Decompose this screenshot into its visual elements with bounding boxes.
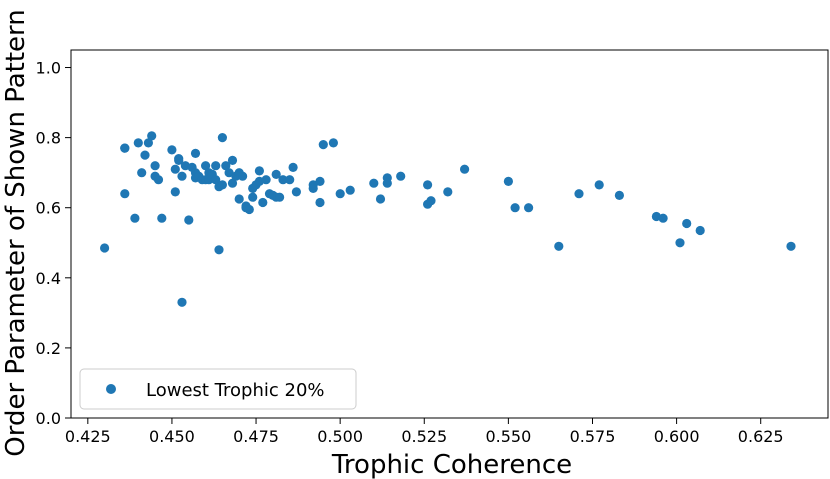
y-tick-label: 0.8 — [36, 129, 61, 148]
data-point — [460, 164, 470, 174]
data-point — [682, 218, 692, 229]
data-point — [315, 176, 325, 186]
data-point — [157, 213, 167, 223]
data-point — [375, 194, 386, 204]
data-point — [167, 145, 177, 155]
data-point — [174, 155, 184, 165]
data-point — [140, 150, 150, 160]
y-tick-label: 1.0 — [36, 59, 61, 78]
data-point — [574, 189, 584, 199]
data-point — [396, 171, 406, 181]
x-tick-label: 0.425 — [65, 427, 111, 446]
x-tick-label: 0.600 — [654, 427, 700, 446]
data-point — [147, 131, 157, 141]
data-point — [328, 138, 338, 148]
data-point — [150, 161, 160, 171]
data-point — [288, 162, 298, 172]
legend: Lowest Trophic 20% — [79, 368, 357, 410]
x-tick-label: 0.450 — [149, 427, 195, 446]
data-point — [137, 168, 147, 178]
data-point — [271, 169, 281, 179]
legend-box — [79, 368, 357, 410]
data-point — [234, 194, 244, 204]
data-point — [510, 203, 520, 213]
y-tick-label: 0.0 — [36, 409, 61, 428]
data-point — [382, 178, 392, 188]
data-point — [261, 175, 271, 185]
chart-marks — [100, 131, 796, 307]
data-point — [170, 164, 180, 174]
x-axis-title: Trophic Coherence — [331, 450, 572, 479]
data-point — [291, 187, 301, 197]
data-point — [335, 189, 345, 199]
y-axis-ticks: 0.0 0.2 0.4 0.6 0.8 1.0 — [36, 59, 71, 428]
data-point — [238, 171, 248, 181]
data-point — [423, 180, 433, 190]
data-point — [201, 161, 211, 171]
data-point — [275, 192, 285, 202]
x-axis-ticks: 0.425 0.450 0.475 0.500 0.525 0.550 0.575 0.600… — [65, 418, 784, 446]
data-point — [227, 178, 238, 188]
data-point — [503, 176, 513, 186]
data-point — [285, 175, 295, 185]
data-point — [177, 171, 187, 181]
x-tick-label: 0.475 — [233, 427, 279, 446]
data-point — [184, 215, 194, 225]
data-point — [217, 180, 227, 190]
data-point — [318, 140, 328, 150]
data-point — [426, 196, 436, 206]
y-axis-title: Order Parameter of Shown Pattern — [1, 9, 31, 456]
data-point — [120, 189, 130, 199]
data-point — [100, 243, 110, 253]
data-point — [614, 190, 625, 200]
data-point — [248, 192, 258, 202]
legend-marker — [106, 384, 116, 394]
data-point — [369, 178, 379, 188]
data-point — [133, 138, 143, 148]
data-point — [695, 225, 705, 236]
y-tick-label: 0.2 — [36, 339, 61, 358]
data-point — [308, 183, 318, 193]
data-point — [170, 187, 180, 197]
data-point — [211, 161, 221, 171]
x-tick-label: 0.550 — [485, 427, 531, 446]
data-point — [675, 238, 685, 248]
data-point — [278, 175, 288, 185]
data-point — [443, 187, 453, 197]
data-point — [190, 148, 201, 158]
data-point — [258, 197, 268, 208]
x-tick-label: 0.525 — [401, 427, 447, 446]
data-point — [594, 180, 604, 190]
data-point — [786, 241, 796, 251]
data-point — [217, 133, 227, 143]
data-point — [524, 203, 534, 213]
data-point — [143, 138, 153, 148]
x-tick-label: 0.625 — [738, 427, 784, 446]
x-tick-label: 0.500 — [317, 427, 363, 446]
data-point — [254, 166, 264, 176]
data-point — [130, 213, 140, 223]
data-point — [214, 245, 224, 255]
data-point — [211, 175, 221, 185]
plot-frame — [70, 49, 829, 419]
y-tick-label: 0.4 — [36, 269, 61, 288]
data-point — [177, 297, 187, 307]
data-point — [221, 161, 231, 171]
data-point — [153, 175, 164, 185]
data-point — [554, 241, 564, 251]
y-tick-label: 0.6 — [36, 199, 61, 218]
data-point — [120, 143, 130, 153]
data-point — [244, 204, 254, 215]
legend-label: Lowest Trophic 20% — [146, 380, 325, 401]
data-point — [315, 197, 325, 208]
data-point — [658, 213, 668, 223]
data-point — [227, 155, 238, 165]
data-point — [345, 185, 355, 195]
x-tick-label: 0.575 — [570, 427, 616, 446]
data-point — [224, 168, 234, 178]
